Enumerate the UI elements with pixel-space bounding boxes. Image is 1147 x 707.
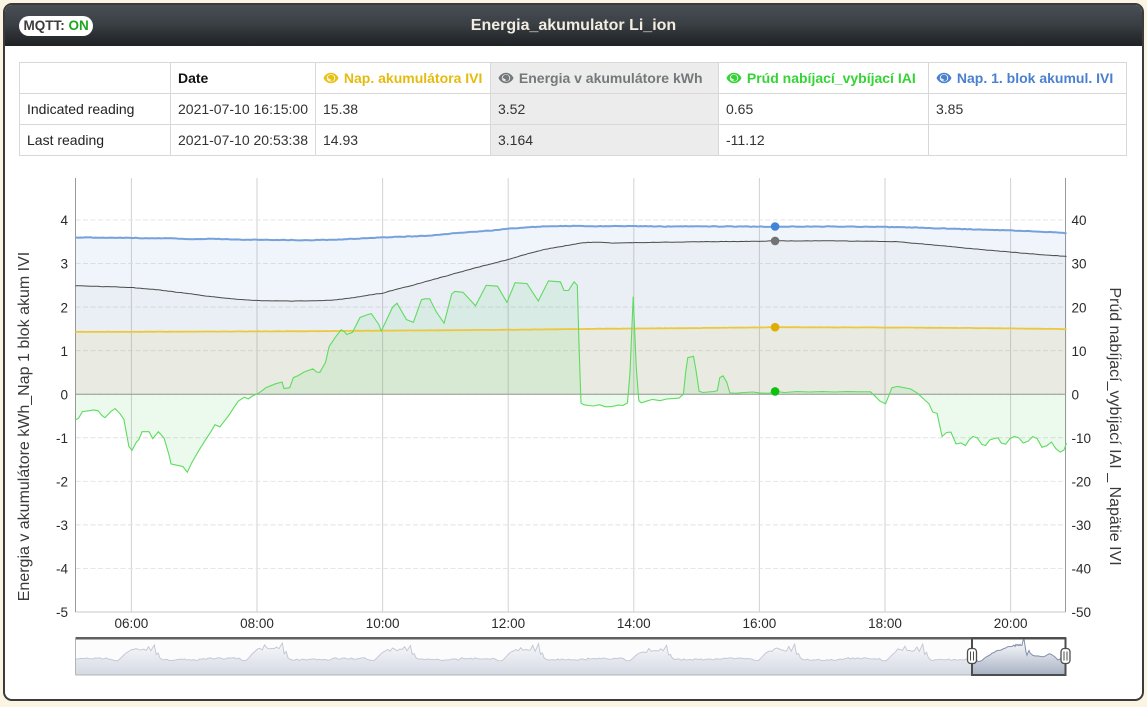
svg-text:30: 30: [1072, 257, 1087, 272]
svg-text:0: 0: [1072, 387, 1080, 402]
svg-text:-4: -4: [56, 562, 68, 577]
svg-text:14:00: 14:00: [617, 616, 651, 631]
svg-text:08:00: 08:00: [240, 616, 274, 631]
svg-text:Energia v akumulátore kWh_Nap: Energia v akumulátore kWh_Nap 1 blok aku…: [16, 252, 33, 602]
svg-text:-20: -20: [1072, 475, 1092, 490]
svg-text:10:00: 10:00: [366, 616, 400, 631]
svg-text:06:00: 06:00: [115, 616, 149, 631]
svg-text:-1: -1: [56, 431, 68, 446]
svg-text:2: 2: [60, 300, 68, 315]
svg-text:-10: -10: [1072, 431, 1092, 446]
svg-text:16:00: 16:00: [743, 616, 777, 631]
svg-text:-3: -3: [56, 518, 68, 533]
svg-text:40: 40: [1072, 213, 1087, 228]
svg-text:1: 1: [60, 344, 68, 359]
svg-text:3: 3: [60, 257, 68, 272]
svg-text:20:00: 20:00: [994, 616, 1028, 631]
svg-text:12:00: 12:00: [491, 616, 525, 631]
svg-text:18:00: 18:00: [868, 616, 902, 631]
svg-text:-50: -50: [1072, 605, 1092, 620]
svg-text:-40: -40: [1072, 562, 1092, 577]
svg-text:4: 4: [60, 213, 68, 228]
svg-text:-2: -2: [56, 475, 68, 490]
svg-text:10: 10: [1072, 344, 1087, 359]
svg-text:Prúd nabíjací_vybíjací IAI _ N: Prúd nabíjací_vybíjací IAI _ Napätie IVI: [1106, 287, 1123, 565]
svg-text:-5: -5: [56, 605, 68, 620]
svg-text:20: 20: [1072, 300, 1087, 315]
svg-text:0: 0: [60, 387, 68, 402]
svg-text:-30: -30: [1072, 518, 1092, 533]
